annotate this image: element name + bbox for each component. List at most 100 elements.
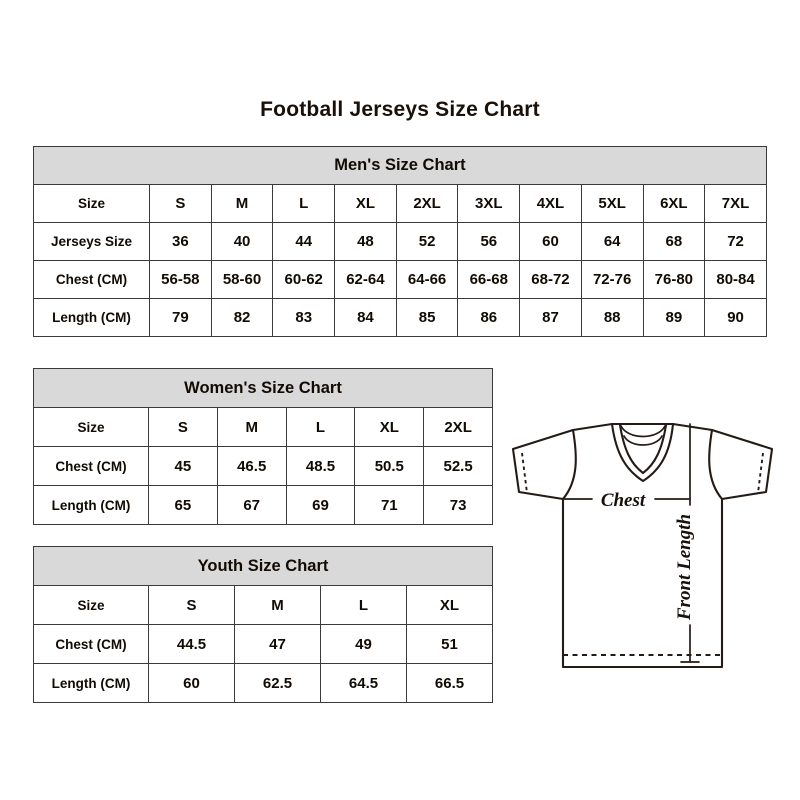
youth-header-l: L — [320, 585, 407, 625]
mens-length-7xl: 90 — [704, 298, 767, 337]
mens-header-5xl: 5XL — [580, 184, 644, 223]
womens-header-l: L — [285, 407, 356, 447]
mens-chest-7xl: 80-84 — [704, 260, 767, 299]
mens-chest-6xl: 76-80 — [642, 260, 706, 299]
mens-chart-caption: Men's Size Chart — [33, 146, 767, 185]
v-neck-collar-outer — [610, 422, 675, 483]
chest-measure-label: Chest — [601, 490, 646, 511]
mens-jerseys-size-xl: 48 — [334, 222, 397, 261]
womens-header-m: M — [216, 407, 287, 447]
mens-header-s: S — [149, 184, 212, 223]
womens-header-2xl: 2XL — [423, 407, 494, 447]
youth-row-label-chest: Chest (CM) — [33, 624, 149, 664]
table-row: Chest (CM) 45 46.5 48.5 50.5 52.5 — [33, 446, 494, 486]
mens-header-m: M — [210, 184, 274, 223]
mens-chest-l: 60-62 — [272, 260, 336, 299]
womens-chest-2xl: 52.5 — [423, 446, 494, 486]
youth-length-m: 62.5 — [234, 663, 321, 703]
mens-jerseys-size-s: 36 — [149, 222, 212, 261]
v-neck-collar-inner — [618, 423, 668, 475]
womens-row-label-chest: Chest (CM) — [33, 446, 149, 486]
mens-chest-4xl: 68-72 — [519, 260, 582, 299]
youth-chest-s: 44.5 — [148, 624, 235, 664]
mens-jerseys-size-3xl: 56 — [457, 222, 521, 261]
table-row: Length (CM) 79 82 83 84 85 86 87 88 89 9… — [33, 298, 767, 337]
youth-length-s: 60 — [148, 663, 235, 703]
youth-size-chart-table: Youth Size Chart Size S M L XL Chest (CM… — [33, 546, 493, 703]
womens-length-xl: 71 — [354, 485, 425, 525]
womens-chart-caption: Women's Size Chart — [32, 368, 494, 408]
front-length-measure-label: Front Length — [674, 514, 695, 621]
womens-chest-s: 45 — [148, 446, 218, 486]
mens-table-body: Men's Size Chart Size S M L XL 2XL 3XL 4… — [33, 146, 767, 337]
mens-length-l: 83 — [272, 298, 336, 337]
womens-chest-xl: 50.5 — [354, 446, 425, 486]
table-row: Chest (CM) 44.5 47 49 51 — [33, 624, 493, 664]
mens-length-6xl: 89 — [642, 298, 706, 337]
mens-length-5xl: 88 — [580, 298, 644, 337]
womens-header-s: S — [148, 407, 218, 447]
womens-length-l: 69 — [285, 485, 356, 525]
mens-chest-xl: 62-64 — [334, 260, 397, 299]
womens-length-m: 67 — [216, 485, 287, 525]
mens-header-l: L — [272, 184, 336, 223]
mens-row-label-chest: Chest (CM) — [33, 260, 150, 299]
mens-header-row: Size S M L XL 2XL 3XL 4XL 5XL 6XL 7XL — [33, 184, 767, 223]
womens-row-label-length: Length (CM) — [33, 485, 149, 525]
mens-header-7xl: 7XL — [704, 184, 767, 223]
mens-header-3xl: 3XL — [457, 184, 521, 223]
womens-size-chart-table: Women's Size Chart Size S M L XL 2XL Che… — [32, 368, 494, 525]
mens-length-xl: 84 — [334, 298, 397, 337]
mens-length-4xl: 87 — [519, 298, 582, 337]
youth-length-xl: 66.5 — [406, 663, 493, 703]
youth-caption-row: Youth Size Chart — [33, 546, 493, 586]
table-row: Jerseys Size 36 40 44 48 52 56 60 64 68 … — [33, 222, 767, 261]
left-sleeve-outline — [511, 422, 614, 501]
womens-chest-m: 46.5 — [216, 446, 287, 486]
youth-chest-xl: 51 — [406, 624, 493, 664]
youth-header-row: Size S M L XL — [33, 585, 493, 625]
womens-length-2xl: 73 — [423, 485, 494, 525]
mens-jerseys-size-7xl: 72 — [704, 222, 767, 261]
mens-jerseys-size-2xl: 52 — [395, 222, 459, 261]
mens-row-label-length: Length (CM) — [33, 298, 150, 337]
womens-caption-row: Women's Size Chart — [32, 368, 494, 408]
right-sleeve-inner-seam — [708, 428, 724, 501]
mens-jerseys-size-6xl: 68 — [642, 222, 706, 261]
mens-length-3xl: 86 — [457, 298, 521, 337]
table-row: Length (CM) 60 62.5 64.5 66.5 — [33, 663, 493, 703]
left-cuff-dashed-hem — [521, 452, 528, 494]
youth-chest-l: 49 — [320, 624, 407, 664]
mens-row-label-jerseys-size: Jerseys Size — [33, 222, 150, 261]
mens-length-m: 82 — [210, 298, 274, 337]
youth-header-s: S — [148, 585, 235, 625]
mens-size-chart-table: Men's Size Chart Size S M L XL 2XL 3XL 4… — [33, 146, 767, 337]
jersey-measurement-diagram: Chest Front Length — [500, 392, 785, 692]
womens-chest-l: 48.5 — [285, 446, 356, 486]
collar-yoke-curve-lower — [623, 435, 663, 446]
youth-header-size: Size — [33, 585, 149, 625]
mens-header-size: Size — [33, 184, 150, 223]
womens-header-size: Size — [33, 407, 149, 447]
mens-header-xl: XL — [334, 184, 397, 223]
table-row: Chest (CM) 56-58 58-60 60-62 62-64 64-66… — [33, 260, 767, 299]
mens-jerseys-size-5xl: 64 — [580, 222, 644, 261]
mens-jerseys-size-m: 40 — [210, 222, 274, 261]
jersey-illustration-svg: Chest Front Length — [511, 422, 774, 669]
collar-yoke-curve-upper — [620, 425, 666, 438]
youth-length-l: 64.5 — [320, 663, 407, 703]
youth-header-m: M — [234, 585, 321, 625]
youth-header-xl: XL — [406, 585, 493, 625]
womens-header-xl: XL — [354, 407, 425, 447]
youth-table-body: Youth Size Chart Size S M L XL Chest (CM… — [33, 546, 493, 703]
mens-length-2xl: 85 — [395, 298, 459, 337]
mens-chest-5xl: 72-76 — [580, 260, 644, 299]
mens-header-4xl: 4XL — [519, 184, 582, 223]
page-title: Football Jerseys Size Chart — [260, 98, 540, 121]
youth-row-label-length: Length (CM) — [33, 663, 149, 703]
youth-chest-m: 47 — [234, 624, 321, 664]
mens-jerseys-size-4xl: 60 — [519, 222, 582, 261]
mens-chest-m: 58-60 — [210, 260, 274, 299]
mens-chest-2xl: 64-66 — [395, 260, 459, 299]
mens-chest-s: 56-58 — [149, 260, 212, 299]
